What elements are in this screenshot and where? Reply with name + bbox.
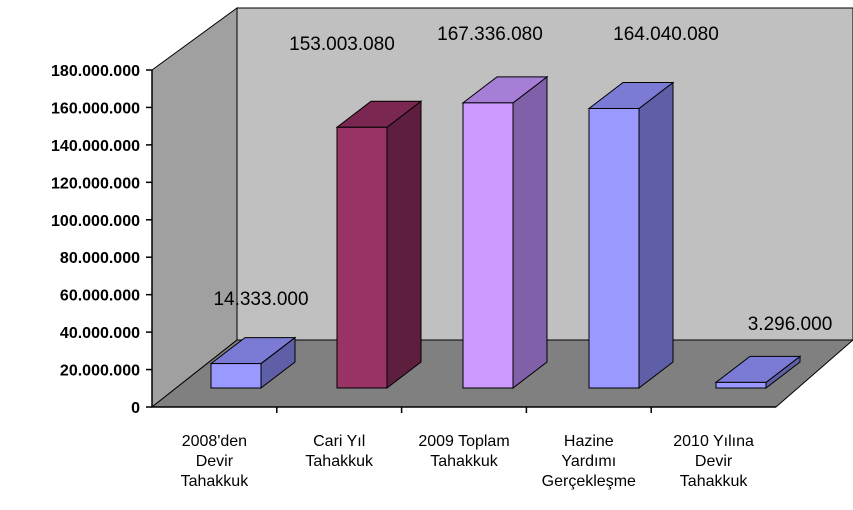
chart-side-wall bbox=[151, 7, 238, 409]
y-tick-label: 180.000.000 bbox=[51, 63, 140, 80]
bars-group bbox=[209, 75, 802, 390]
bar bbox=[462, 102, 514, 389]
data-label: 14.333.000 bbox=[213, 289, 308, 310]
category-label: 2009 Toplam Tahakkuk bbox=[418, 433, 509, 470]
y-tick-label: 160.000.000 bbox=[51, 100, 140, 117]
category-label: 2010 Yılına Devir Tahakkuk bbox=[673, 433, 754, 490]
data-label: 164.040.080 bbox=[613, 24, 719, 45]
category-label: Cari Yıl Tahakkuk bbox=[305, 433, 374, 470]
bar bbox=[715, 381, 767, 389]
data-label: 153.003.080 bbox=[289, 34, 395, 55]
category-label: 2008'den Devir Tahakkuk bbox=[181, 433, 250, 490]
y-tick-label: 20.000.000 bbox=[60, 363, 140, 380]
bar bbox=[210, 363, 262, 389]
y-tick-label: 100.000.000 bbox=[51, 213, 140, 230]
bar-side bbox=[638, 81, 674, 390]
bar-side bbox=[386, 100, 422, 390]
category-labels-group: 2008'den Devir Tahakkuk Cari Yıl Tahakkuk 200… bbox=[181, 433, 754, 490]
category-label: Hazine Yardımı Gerçekleşme bbox=[542, 433, 636, 490]
data-label: 3.296.000 bbox=[748, 314, 833, 335]
y-tick-label: 60.000.000 bbox=[60, 288, 140, 305]
bar-side bbox=[512, 75, 548, 390]
y-tick-label: 80.000.000 bbox=[60, 250, 140, 267]
data-labels-group: 14.333.000 153.003.080 167.336.080 164.040.… bbox=[213, 24, 832, 335]
y-tick-label: 140.000.000 bbox=[51, 138, 140, 155]
bar bbox=[588, 107, 640, 389]
y-tick-label: 40.000.000 bbox=[60, 325, 140, 342]
data-label: 167.336.080 bbox=[437, 24, 543, 45]
y-tick-label: 120.000.000 bbox=[51, 175, 140, 192]
bar bbox=[336, 126, 388, 389]
y-tick-label: 0 bbox=[131, 400, 140, 417]
y-axis-ticks: 0 20.000.000 40.000.000 60.000.000 80.000.00… bbox=[51, 63, 652, 417]
